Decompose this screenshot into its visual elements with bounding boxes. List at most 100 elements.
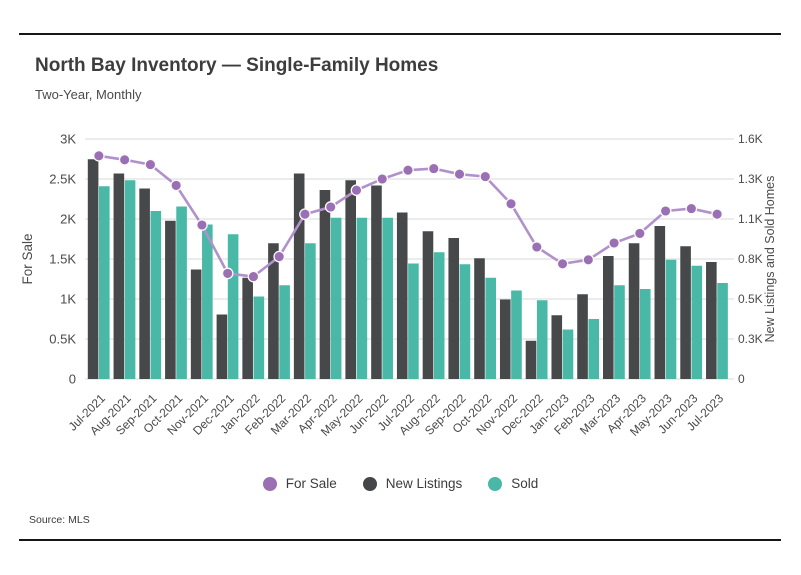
- page-subtitle: Two-Year, Monthly: [35, 87, 142, 102]
- right-axis-tick-label: 1.6K: [738, 132, 763, 146]
- new-listings-bar: [680, 246, 691, 379]
- sold-bar: [614, 285, 625, 379]
- sold-bar: [717, 283, 728, 379]
- sold-bar: [227, 234, 239, 379]
- for-sale-point: [170, 179, 183, 192]
- sold-bar: [356, 217, 368, 379]
- new-listings-bar: [216, 314, 228, 379]
- sold-bar: [511, 290, 522, 379]
- sold-bar: [202, 224, 213, 379]
- new-listings-bar: [525, 340, 537, 379]
- new-listings-bar: [293, 173, 305, 379]
- for-sale-point: [324, 201, 337, 213]
- left-axis-title: For Sale: [20, 233, 35, 284]
- for-sale-point: [376, 173, 389, 185]
- legend-label: For Sale: [285, 476, 337, 491]
- new-listings-bar: [165, 220, 176, 379]
- for-sale-point: [530, 241, 543, 253]
- for-sale-point: [711, 208, 723, 221]
- sold-bar: [279, 285, 290, 379]
- left-axis-tick-label: 1.5K: [49, 252, 76, 267]
- sold-bar: [330, 217, 342, 379]
- new-listings-bar: [603, 256, 614, 379]
- top-rule: [19, 33, 781, 35]
- page-title: North Bay Inventory — Single-Family Home…: [35, 55, 439, 76]
- right-axis-tick-label: 1.3K: [738, 172, 763, 186]
- for-sale-legend-dot-icon: [262, 476, 277, 491]
- new-listings-bar: [345, 180, 356, 379]
- new-listings-bar: [499, 299, 511, 379]
- new-listings-legend-dot-icon: [362, 476, 377, 491]
- legend-item-for-sale: For Sale: [262, 476, 337, 491]
- sold-legend-dot-icon: [488, 476, 503, 491]
- for-sale-point: [118, 153, 131, 166]
- for-sale-point: [685, 202, 698, 215]
- sold-bar: [305, 243, 316, 379]
- sold-bar: [639, 289, 651, 379]
- right-axis-tick-label: 0.5K: [738, 292, 763, 306]
- sold-bar: [536, 300, 548, 379]
- right-axis-title: New Listings and Sold Homes: [763, 176, 777, 343]
- for-sale-point: [659, 205, 672, 217]
- new-listings-bar: [474, 258, 485, 379]
- for-sale-point: [221, 267, 234, 280]
- for-sale-point: [633, 227, 646, 240]
- sold-bar: [150, 211, 162, 379]
- left-axis-tick-label: 2K: [60, 212, 76, 227]
- new-listings-bar: [371, 185, 382, 379]
- chart-legend: For Sale New Listings Sold: [0, 476, 801, 491]
- sold-bar: [459, 264, 471, 379]
- sold-bar: [253, 296, 265, 379]
- legend-label: Sold: [511, 476, 539, 491]
- for-sale-point: [427, 162, 440, 175]
- for-sale-point: [299, 208, 311, 221]
- left-axis-tick-label: 0.5K: [49, 332, 76, 347]
- new-listings-bar: [190, 269, 202, 379]
- sold-bar: [124, 180, 136, 379]
- sold-bar: [562, 329, 574, 379]
- new-listings-bar: [87, 159, 99, 379]
- new-listings-bar: [396, 212, 408, 379]
- source-note: Source: MLS: [29, 514, 90, 526]
- for-sale-point: [479, 170, 492, 183]
- new-listings-bar: [628, 243, 640, 379]
- sold-bar: [176, 206, 187, 379]
- for-sale-point: [453, 168, 466, 181]
- right-axis-tick-label: 1.1K: [738, 212, 763, 226]
- for-sale-point: [608, 237, 620, 249]
- new-listings-bar: [654, 226, 666, 379]
- sold-bar: [691, 265, 703, 379]
- right-axis-tick-label: 0: [738, 372, 745, 386]
- left-axis-tick-label: 0: [69, 372, 76, 387]
- left-axis-tick-label: 1K: [60, 292, 76, 307]
- sold-bar: [99, 186, 110, 379]
- sold-bar: [408, 263, 419, 379]
- left-axis-tick-label: 3K: [60, 132, 76, 147]
- new-listings-bar: [448, 238, 460, 379]
- for-sale-point: [582, 253, 595, 266]
- sold-bar: [382, 217, 393, 379]
- sold-bar: [485, 277, 496, 379]
- new-listings-bar: [422, 231, 434, 379]
- new-listings-bar: [551, 315, 563, 379]
- legend-label: New Listings: [385, 476, 463, 491]
- for-sale-point: [556, 257, 569, 270]
- for-sale-point: [273, 250, 286, 263]
- for-sale-point: [144, 158, 157, 171]
- new-listings-bar: [268, 243, 279, 379]
- new-listings-bar: [577, 294, 588, 379]
- new-listings-bar: [113, 173, 125, 379]
- right-axis-tick-label: 0.8K: [738, 252, 763, 266]
- new-listings-bar: [706, 262, 717, 379]
- for-sale-point: [247, 270, 260, 283]
- sold-bar: [433, 252, 445, 379]
- new-listings-bar: [139, 188, 150, 379]
- right-axis-tick-label: 0.3K: [738, 332, 763, 346]
- for-sale-point: [196, 219, 208, 231]
- for-sale-point: [350, 184, 363, 197]
- new-listings-bar: [319, 190, 331, 379]
- for-sale-point: [402, 164, 414, 177]
- sold-bar: [588, 319, 600, 379]
